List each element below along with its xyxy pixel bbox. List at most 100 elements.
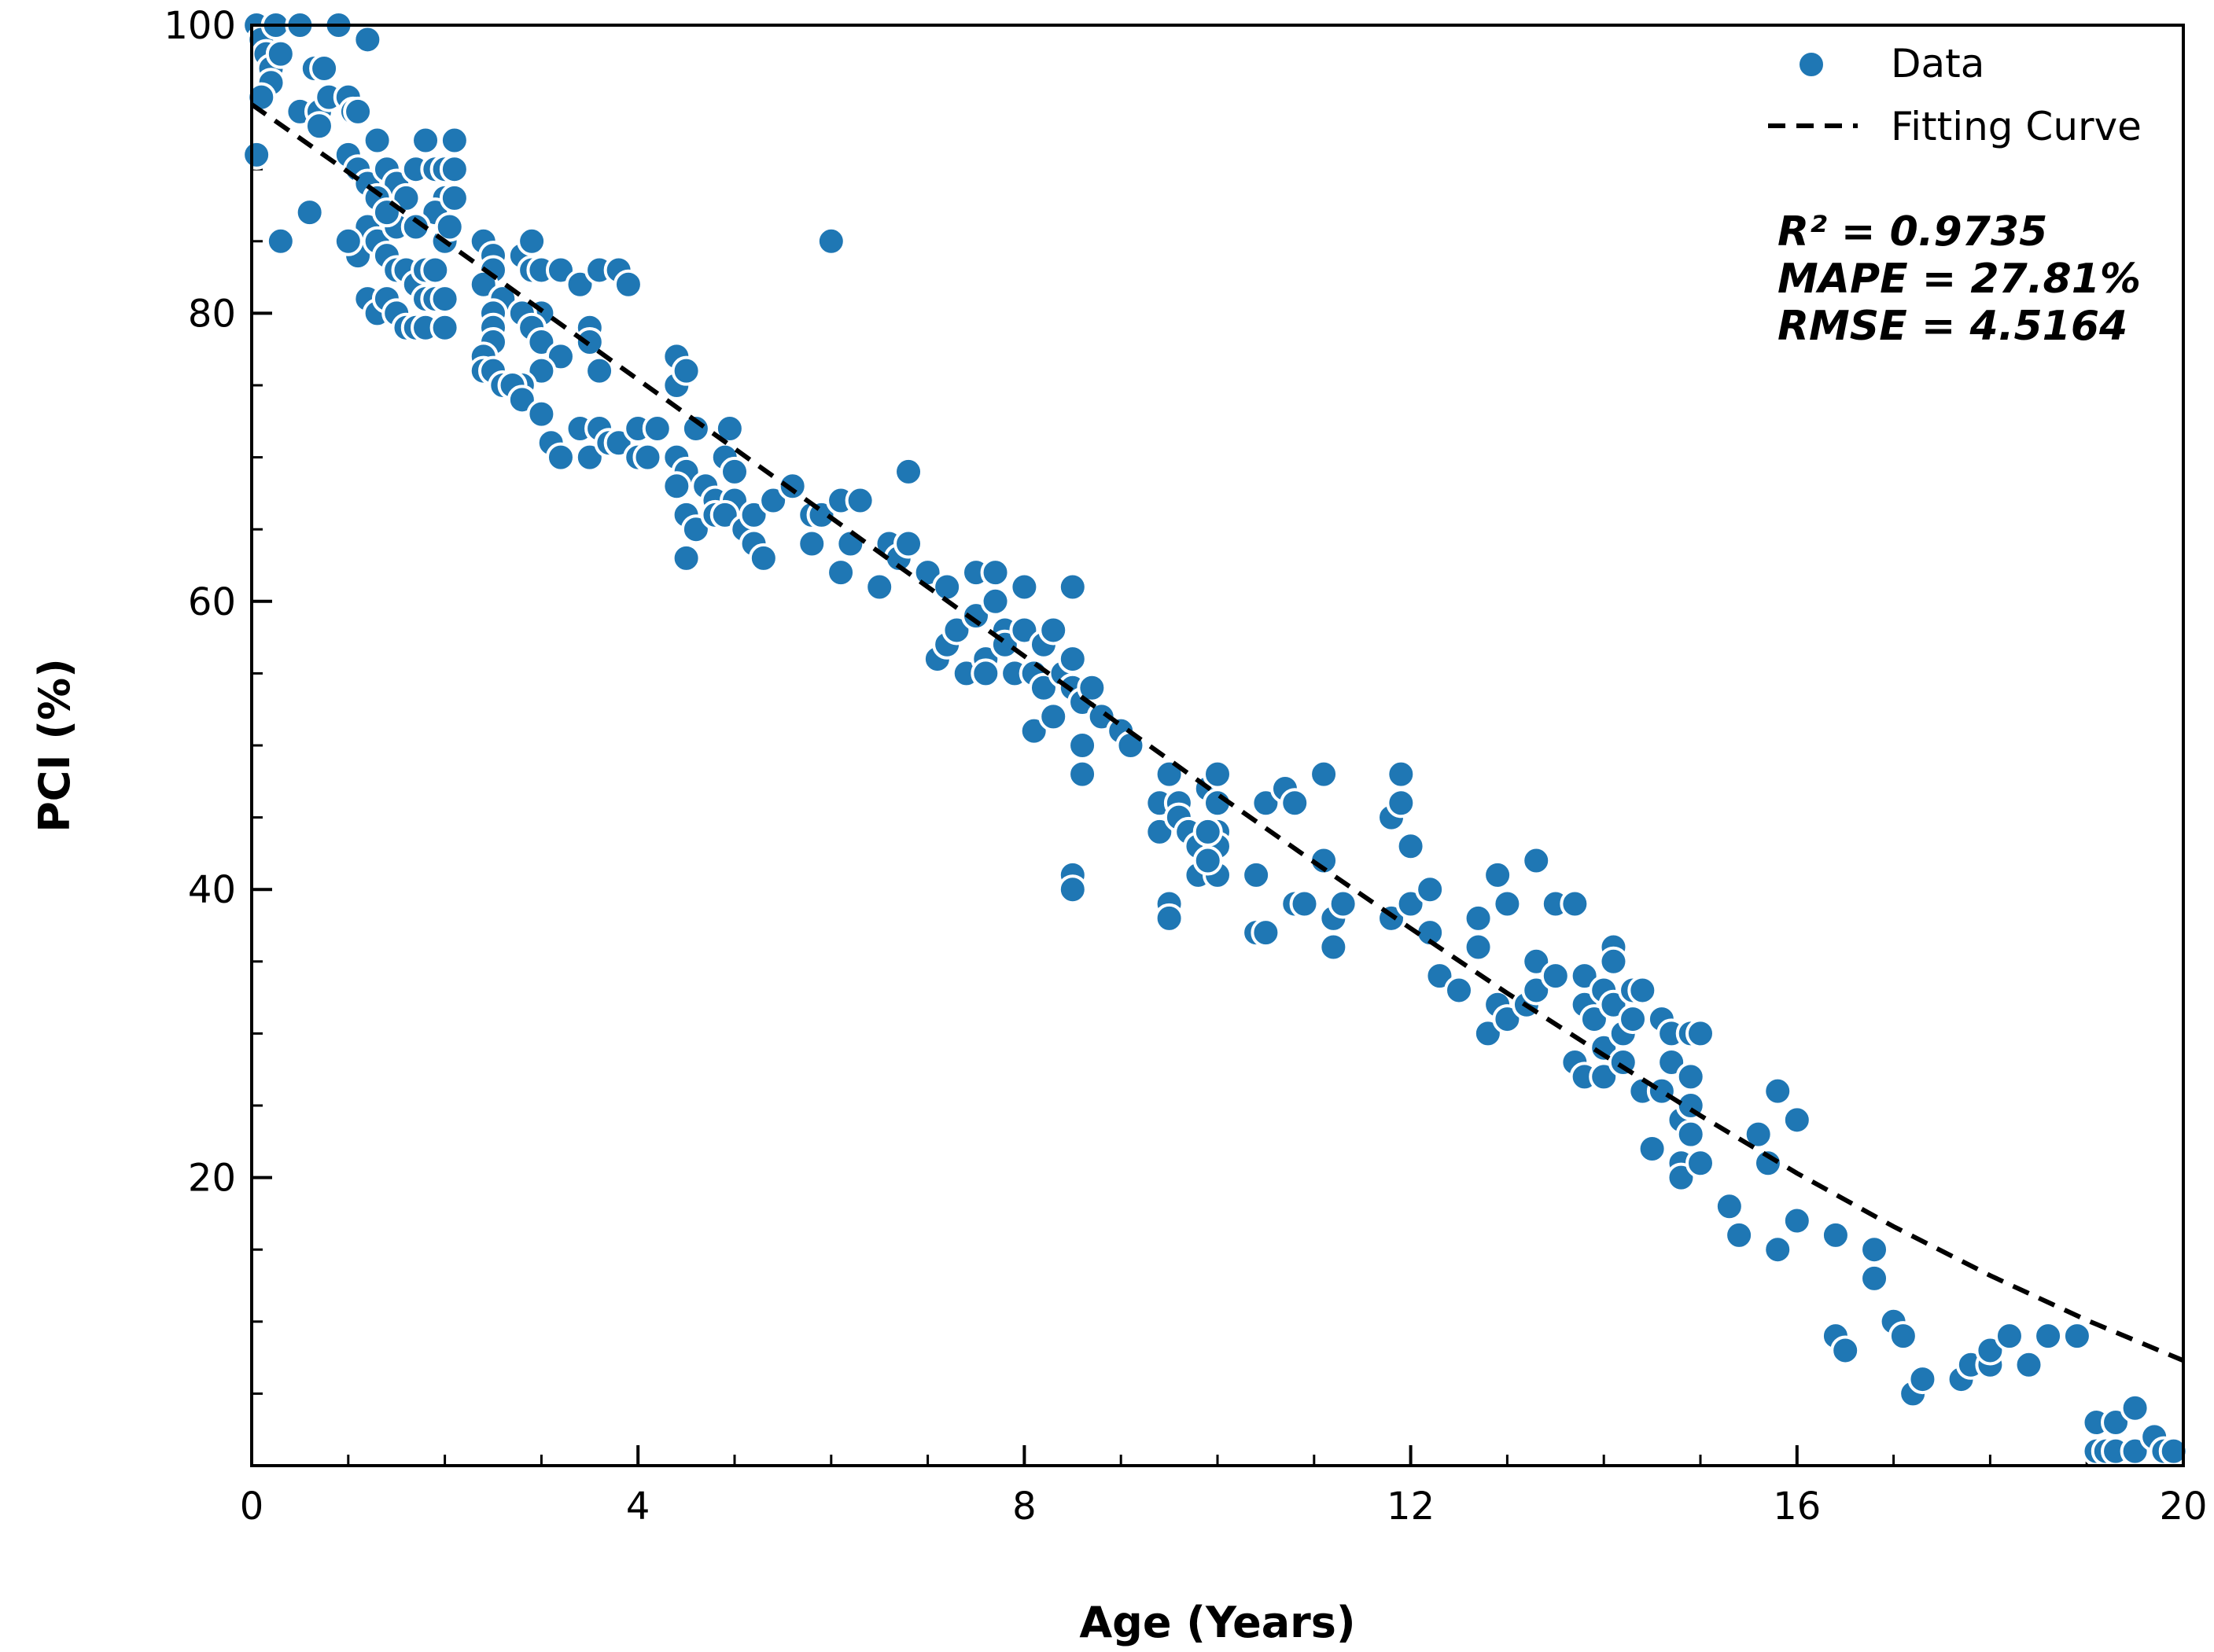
data-point	[1685, 1148, 1715, 1179]
data-point	[893, 456, 924, 487]
data-point	[1483, 859, 1513, 890]
data-point	[333, 226, 363, 256]
data-point	[1038, 615, 1069, 646]
data-point	[1057, 572, 1088, 602]
x-tick-label: 0	[240, 1485, 264, 1529]
data-point	[2013, 1349, 2044, 1380]
data-point	[1560, 889, 1590, 919]
data-point	[1752, 1148, 1783, 1179]
data-point	[1444, 975, 1474, 1006]
data-point	[613, 269, 643, 300]
data-point	[371, 197, 402, 228]
data-point	[545, 442, 576, 473]
data-point	[1724, 1220, 1755, 1250]
fit-statistics: R² = 0.9735 MAPE = 27.81% RMSE = 4.5164	[1777, 208, 2141, 350]
legend-data-label: Data	[1891, 41, 1984, 86]
data-point	[980, 586, 1011, 616]
data-point	[777, 471, 808, 502]
y-tick-label: 40	[188, 868, 236, 912]
data-point	[1154, 903, 1184, 933]
data-point	[720, 456, 750, 487]
data-point	[1318, 932, 1349, 962]
data-point	[1820, 1220, 1851, 1250]
legend-data-marker	[1796, 50, 1826, 79]
data-point	[1598, 946, 1629, 977]
data-point	[1289, 889, 1320, 919]
data-point	[1280, 788, 1310, 819]
data-point	[1415, 874, 1446, 905]
data-point	[1714, 1191, 1744, 1222]
data-point	[1057, 874, 1088, 905]
x-tick-label: 20	[2159, 1485, 2207, 1529]
data-point	[1038, 701, 1069, 732]
data-points	[241, 10, 2189, 1466]
x-axis-title: Age (Years)	[1079, 1598, 1355, 1647]
data-point	[1203, 759, 1232, 789]
data-point	[864, 572, 895, 602]
data-point	[1067, 730, 1098, 760]
data-point	[1057, 644, 1088, 675]
data-point	[1675, 1119, 1706, 1150]
data-point	[1763, 1234, 1793, 1265]
data-point	[294, 197, 325, 228]
y-tick-label: 80	[188, 292, 236, 336]
data-point	[265, 39, 296, 69]
x-tick-label: 12	[1387, 1485, 1435, 1529]
data-point	[439, 182, 470, 213]
data-point	[1154, 759, 1184, 789]
y-axis-title: PCI (%)	[30, 658, 79, 833]
y-tick-label: 20	[188, 1157, 236, 1201]
data-point	[362, 125, 392, 156]
data-point	[517, 226, 547, 256]
data-point	[2120, 1393, 2150, 1423]
data-point	[1618, 1004, 1649, 1035]
data-point	[1859, 1263, 1890, 1293]
data-point	[1907, 1364, 1938, 1395]
data-point	[1781, 1205, 1812, 1236]
legend: Data Fitting Curve	[1768, 41, 2142, 149]
data-point	[429, 312, 460, 343]
stat-r2: R² = 0.9735	[1777, 208, 2047, 256]
data-point	[1077, 672, 1107, 703]
data-point	[661, 471, 692, 502]
data-point	[1888, 1321, 1918, 1352]
data-point	[1743, 1119, 1774, 1150]
data-point	[1685, 1018, 1715, 1049]
data-point	[1675, 1061, 1706, 1092]
data-point	[671, 355, 702, 386]
data-point	[1309, 759, 1339, 789]
data-point	[400, 212, 431, 242]
data-point	[265, 226, 296, 256]
data-point	[1328, 889, 1358, 919]
data-point	[1994, 1321, 2024, 1352]
data-point	[1067, 759, 1098, 789]
data-point	[845, 485, 875, 516]
x-tick-label: 16	[1773, 1485, 1821, 1529]
data-point	[1830, 1335, 1861, 1366]
data-point	[714, 413, 745, 443]
data-point	[671, 543, 702, 573]
data-point	[980, 557, 1011, 588]
data-point	[1763, 1076, 1793, 1106]
data-point	[1627, 975, 1658, 1006]
data-point	[1646, 1076, 1677, 1106]
data-point	[826, 557, 856, 588]
stat-rmse: RMSE = 4.5164	[1777, 303, 2127, 350]
data-point	[439, 154, 470, 185]
data-point	[1395, 831, 1426, 862]
data-point	[1192, 845, 1223, 876]
data-point	[439, 125, 470, 156]
data-point	[1463, 932, 1494, 962]
data-point	[526, 399, 557, 429]
data-point	[1309, 845, 1339, 876]
data-point	[584, 355, 615, 386]
data-point	[2061, 1321, 2092, 1352]
data-point	[797, 528, 827, 559]
plot-frame	[250, 24, 2185, 1467]
data-point	[932, 572, 963, 602]
data-point	[893, 528, 924, 559]
y-tick-label: 100	[164, 4, 236, 48]
data-point	[1386, 759, 1416, 789]
data-point	[304, 111, 334, 142]
